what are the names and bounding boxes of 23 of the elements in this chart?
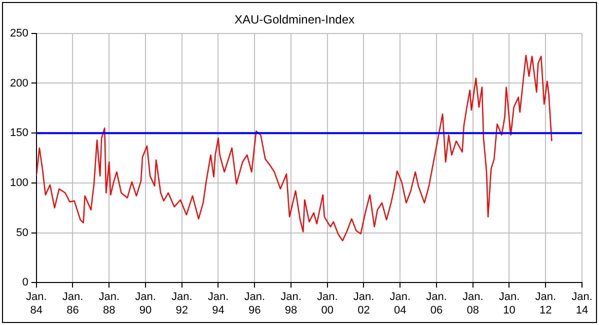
x-tick-label: Jan. 96 [244,291,266,316]
y-tick-label: 200 [10,77,28,90]
y-tick-label: 50 [16,226,28,239]
chart-title: XAU-Goldminen-Index [234,12,355,27]
x-tick-label: Jan. 90 [135,291,156,316]
x-tick-label: Jan. 06 [426,291,447,316]
x-tick-label: Jan. 00 [316,291,338,316]
x-tick-label: Jan. 86 [62,291,84,316]
x-tick-label: Jan. 10 [498,291,520,316]
x-tick-label: Jan. 08 [462,291,484,316]
x-tick-label: Jan. 94 [208,291,229,316]
x-tick-label: Jan. 88 [98,291,120,316]
x-tick-label: Jan. 92 [171,291,192,316]
x-tick-label: Jan. 02 [353,291,374,316]
x-tick-label: Jan. 12 [535,291,556,316]
y-tick-label: 150 [10,127,28,140]
y-tick-label: 250 [10,27,28,40]
x-tick-label: Jan. 98 [280,291,302,316]
y-tick-label: 100 [10,176,28,189]
y-tick-label: 0 [22,276,28,289]
x-tick-label: Jan. 14 [572,291,592,316]
x-tick-label: Jan. 04 [390,291,411,316]
x-tick-label: Jan. 84 [26,291,47,316]
